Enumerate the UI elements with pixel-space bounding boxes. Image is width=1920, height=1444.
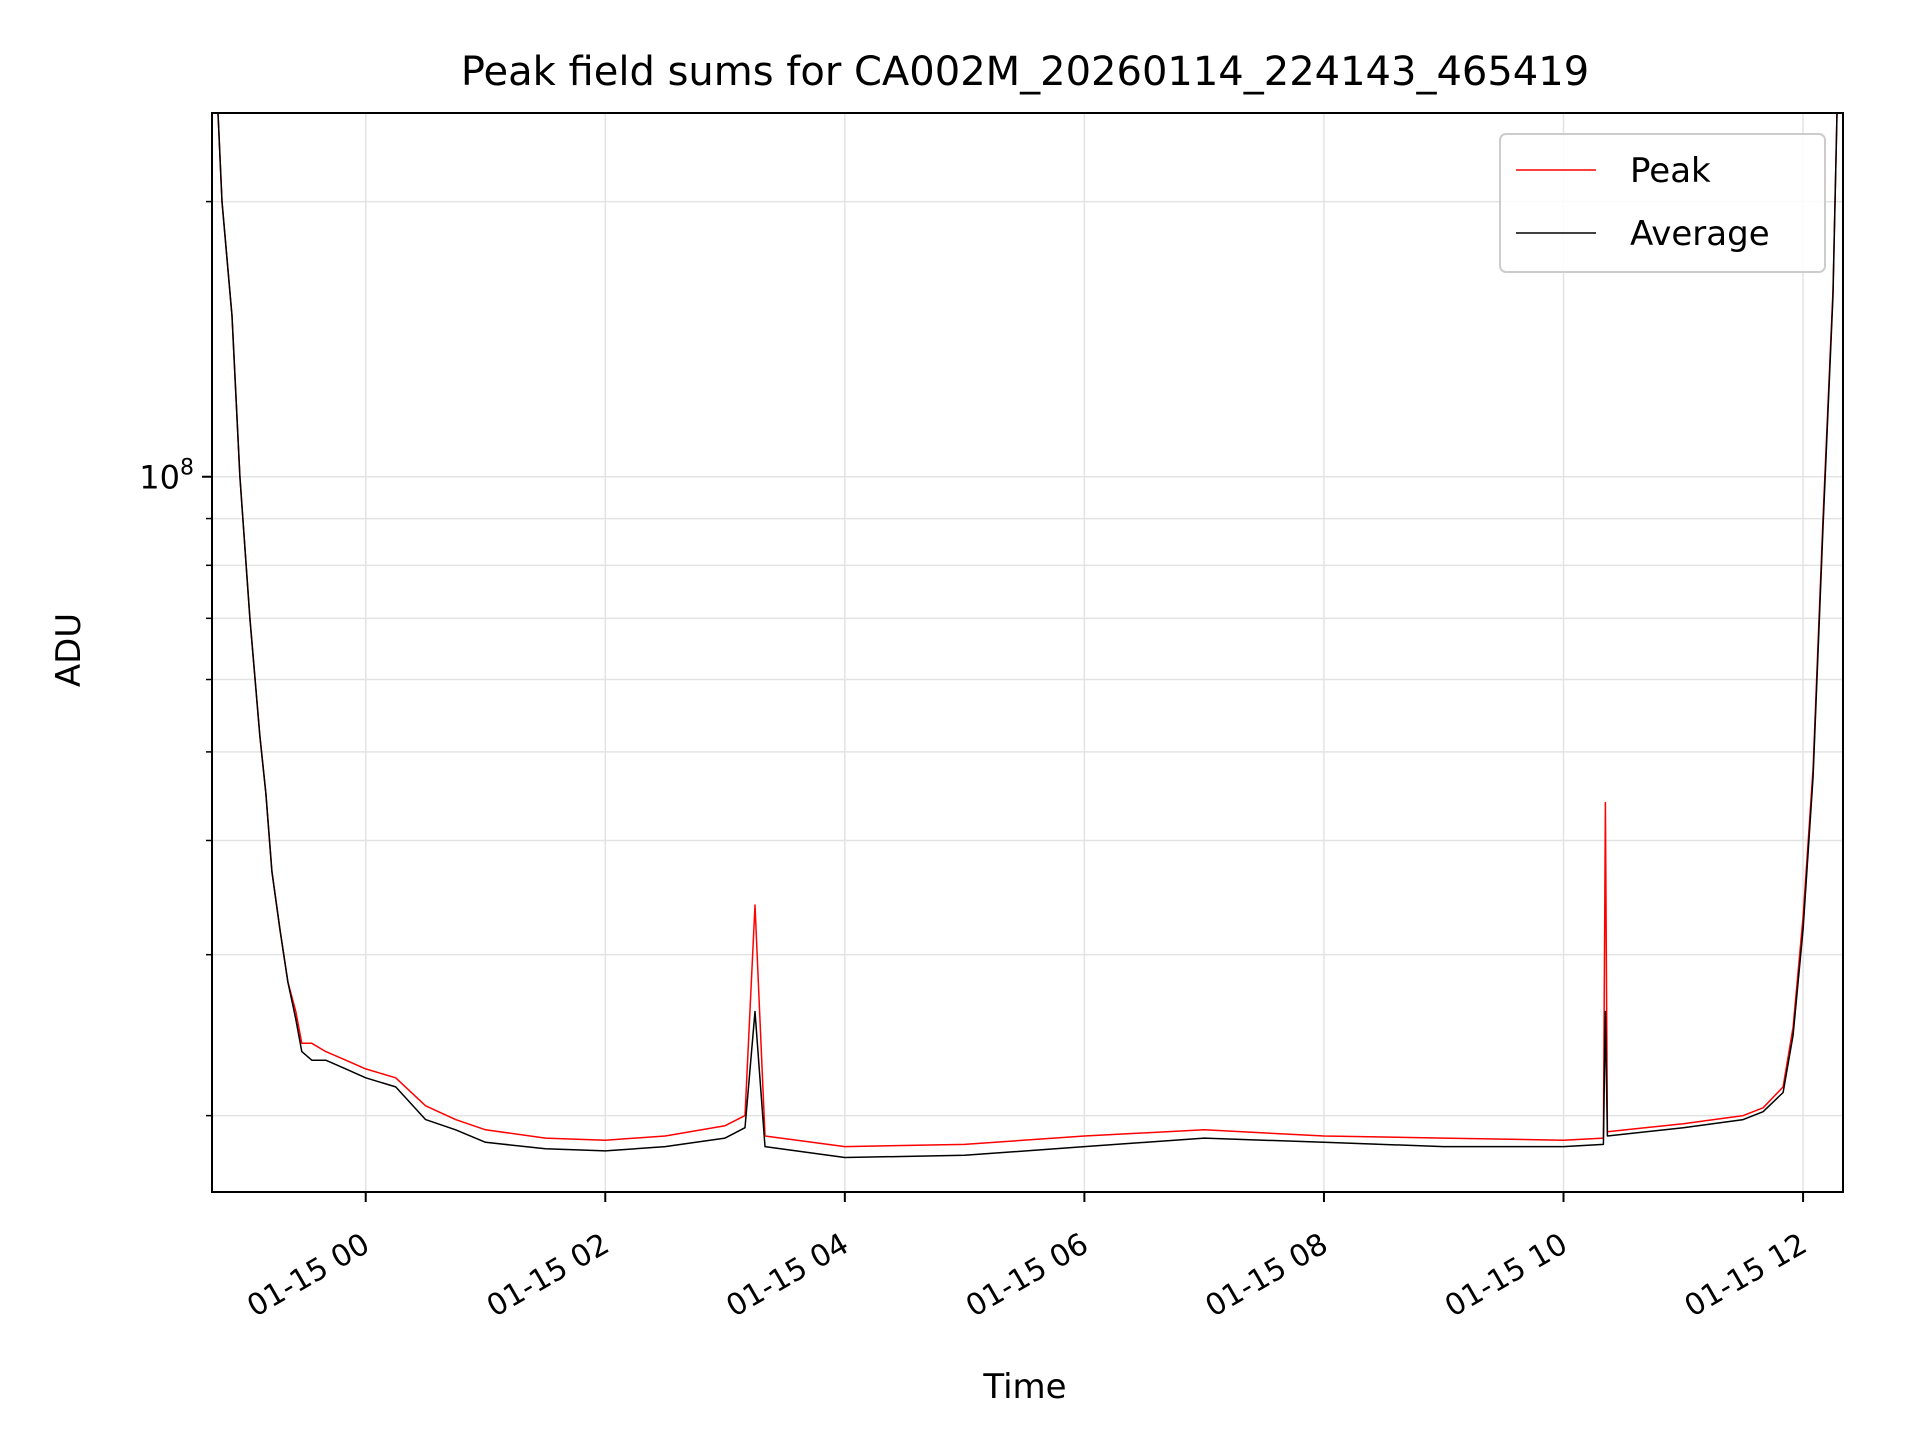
chart-title: Peak field sums for CA002M_20260114_2241… [461, 49, 1589, 95]
legend-label-peak: Peak [1630, 151, 1711, 191]
legend: Peak Average [1499, 133, 1826, 273]
series-lines [217, 113, 1838, 1159]
y-tick-label: 108 [139, 456, 194, 497]
grid [212, 113, 1843, 1192]
x-axis-label: Time [982, 1367, 1066, 1407]
legend-label-average: Average [1630, 214, 1770, 254]
legend-box [1499, 133, 1826, 273]
series-line-average [217, 113, 1838, 1159]
y-axis-label: ADU [49, 613, 89, 687]
plot-frame [211, 112, 1844, 1193]
